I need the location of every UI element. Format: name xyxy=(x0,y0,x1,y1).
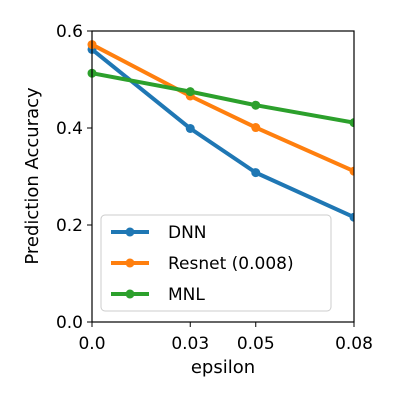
data-point-2-1 xyxy=(185,87,195,97)
series-0 xyxy=(87,44,354,222)
data-point-0-3 xyxy=(349,212,354,222)
y-axis-label: Prediction Accuracy xyxy=(22,87,43,265)
x-tick-label-0: 0.0 xyxy=(78,334,105,354)
data-point-0-2 xyxy=(251,168,261,178)
series-1 xyxy=(87,40,354,176)
axes-layer xyxy=(91,30,355,323)
legend-marker-0 xyxy=(125,227,135,237)
y-tick-label-0: 0.0 xyxy=(56,313,83,333)
x-tick-label-3: 0.08 xyxy=(335,334,373,354)
legend-marker-2 xyxy=(125,289,135,299)
legend-box xyxy=(100,214,332,312)
y-tick-label-2: 0.4 xyxy=(56,119,83,139)
series-line-2 xyxy=(91,71,354,125)
ticks-layer: 0.0 0.03 0.05 0.08 0.0 0.2 0.4 0.6 xyxy=(56,22,373,354)
data-point-1-3 xyxy=(349,166,354,176)
legend: DNN Resnet (0.008) MNL xyxy=(100,214,332,312)
x-tick-label-2: 0.05 xyxy=(237,334,275,354)
plot-frame xyxy=(91,30,355,323)
legend-label-2: MNL xyxy=(168,285,205,305)
data-point-1-2 xyxy=(251,123,261,133)
x-tick-label-1: 0.03 xyxy=(171,334,209,354)
data-point-2-2 xyxy=(251,100,261,110)
series-layer xyxy=(87,40,354,222)
series-2 xyxy=(87,68,354,128)
legend-label-1: Resnet (0.008) xyxy=(168,254,294,274)
legend-label-0: DNN xyxy=(168,223,207,243)
data-point-0-1 xyxy=(185,123,195,133)
data-point-2-3 xyxy=(349,118,354,128)
y-tick-label-1: 0.2 xyxy=(56,216,83,236)
legend-marker-1 xyxy=(125,258,135,268)
x-axis-label: epsilon xyxy=(191,357,255,378)
series-line-1 xyxy=(91,42,354,173)
y-tick-label-3: 0.6 xyxy=(56,22,83,42)
series-line-0 xyxy=(90,47,354,220)
